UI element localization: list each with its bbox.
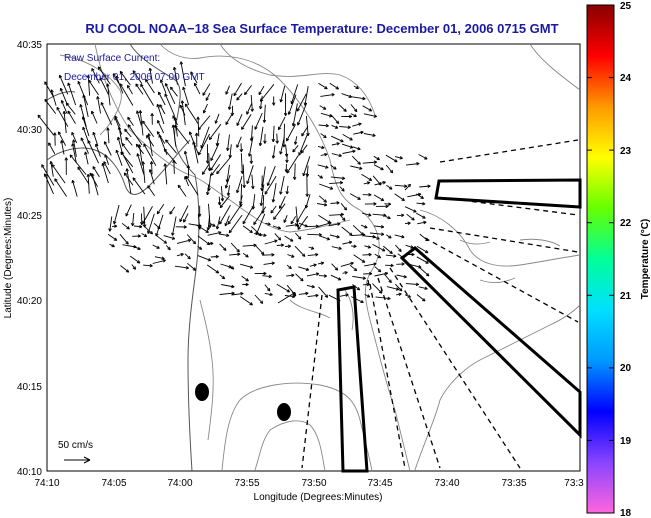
- x-tick-1: 74:05: [101, 478, 126, 489]
- x-tick-4: 73:50: [301, 478, 326, 489]
- x-tick-3: 73:55: [234, 478, 259, 489]
- x-tick-8: 73:3: [564, 478, 584, 489]
- lease-area-southeast: [399, 246, 582, 439]
- colorbar-tick-18: 18: [620, 508, 632, 518]
- colorbar-tick-21: 21: [620, 291, 632, 302]
- velocity-scale-arrowhead: [83, 456, 91, 464]
- x-tick-7: 73:35: [501, 478, 526, 489]
- y-axis: 40:35 40:30 40:25 40:20 40:15 40:10 Lati…: [3, 40, 42, 478]
- lease-area-east: [434, 178, 582, 209]
- radar-sectors: [301, 139, 579, 469]
- x-tick-2: 74:00: [167, 478, 192, 489]
- y-tick-5: 40:10: [17, 467, 42, 478]
- velocity-scale-label: 50 cm/s: [58, 440, 93, 451]
- colorbar-gradient: [586, 4, 615, 514]
- mooring-site-1: [195, 383, 209, 401]
- lease-area-south: [336, 285, 369, 473]
- coastline: [46, 43, 200, 472]
- wind-lease-areas: [336, 178, 582, 473]
- current-vectors: [37, 61, 431, 306]
- velocity-scale: 50 cm/s: [58, 440, 93, 464]
- x-tick-5: 73:45: [367, 478, 392, 489]
- temperature-colorbar: 25 24 23 22 21 20 19 18 Temperature (°C): [586, 1, 651, 518]
- y-tick-1: 40:30: [17, 125, 42, 136]
- x-tick-0: 74:10: [34, 478, 59, 489]
- colorbar-tick-25: 25: [620, 1, 632, 12]
- bathymetry-contours: [59, 43, 581, 472]
- map-plot-area: Raw Surface Current: December 01, 2006 0…: [37, 43, 582, 473]
- y-tick-0: 40:35: [17, 40, 42, 51]
- x-tick-6: 73:40: [434, 478, 459, 489]
- mooring-sites: [195, 383, 291, 421]
- current-subtitle-2: December 01, 2006 07:00 GMT: [64, 72, 205, 83]
- plot-frame: [46, 43, 581, 472]
- x-axis-label: Longitude (Degrees:Minutes): [254, 492, 383, 503]
- colorbar-label: Temperature (°C): [640, 219, 651, 300]
- map-title: RU COOL NOAA−18 Sea Surface Temperature:…: [85, 21, 558, 36]
- y-tick-3: 40:20: [17, 296, 42, 307]
- colorbar-tick-20: 20: [620, 363, 632, 374]
- y-axis-label: Latitude (Degrees:Minutes): [3, 198, 14, 319]
- colorbar-tick-22: 22: [620, 218, 632, 229]
- colorbar-tick-19: 19: [620, 436, 632, 447]
- y-tick-4: 40:15: [17, 382, 42, 393]
- current-subtitle-1: Raw Surface Current:: [64, 53, 160, 64]
- colorbar-tick-24: 24: [620, 73, 632, 84]
- colorbar-tick-marks: [587, 77, 614, 441]
- colorbar-tick-23: 23: [620, 146, 632, 157]
- y-tick-2: 40:25: [17, 211, 42, 222]
- mooring-site-2: [277, 403, 291, 421]
- x-axis: 74:10 74:05 74:00 73:55 73:50 73:45 73:4…: [34, 478, 584, 503]
